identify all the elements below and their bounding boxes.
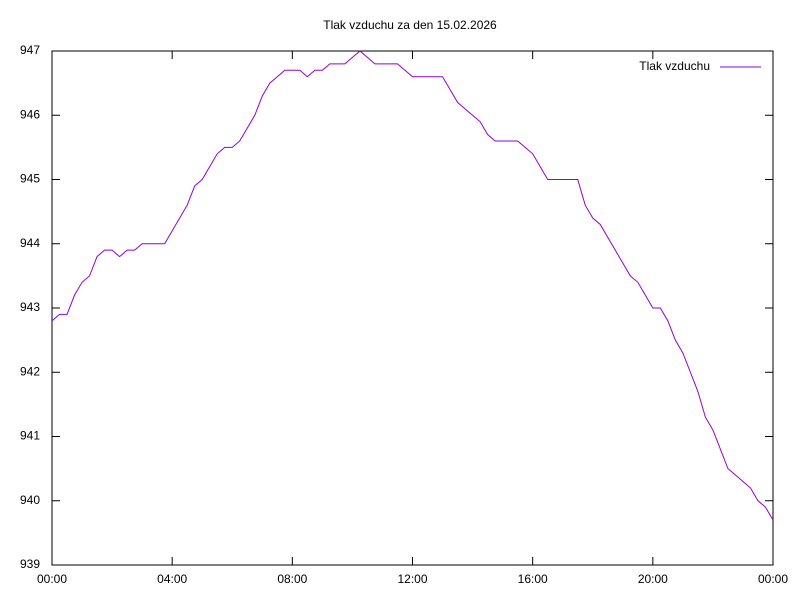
data-line: [51, 50, 774, 521]
x-tick-label: 08:00: [277, 572, 307, 586]
x-tick-label: 04:00: [157, 572, 187, 586]
y-tick-label: 945: [20, 172, 40, 186]
legend-label: Tlak vzduchu: [639, 59, 710, 73]
plot-border: [51, 50, 774, 566]
x-tick-label: 20:00: [638, 572, 668, 586]
x-tick-label: 00:00: [37, 572, 67, 586]
y-tick-label: 942: [20, 364, 40, 378]
y-tick-label: 939: [20, 557, 40, 571]
y-tick-label: 947: [20, 43, 40, 57]
x-tick-label: 16:00: [518, 572, 548, 586]
chart-title: Tlak vzduchu za den 15.02.2026: [323, 18, 497, 32]
y-tick-label: 946: [20, 107, 40, 121]
x-tick-label: 00:00: [758, 572, 788, 586]
y-tick-label: 943: [20, 300, 40, 314]
x-tick-label: 12:00: [397, 572, 427, 586]
y-tick-label: 940: [20, 493, 40, 507]
y-tick-label: 941: [20, 429, 40, 443]
y-tick-label: 944: [20, 236, 40, 250]
